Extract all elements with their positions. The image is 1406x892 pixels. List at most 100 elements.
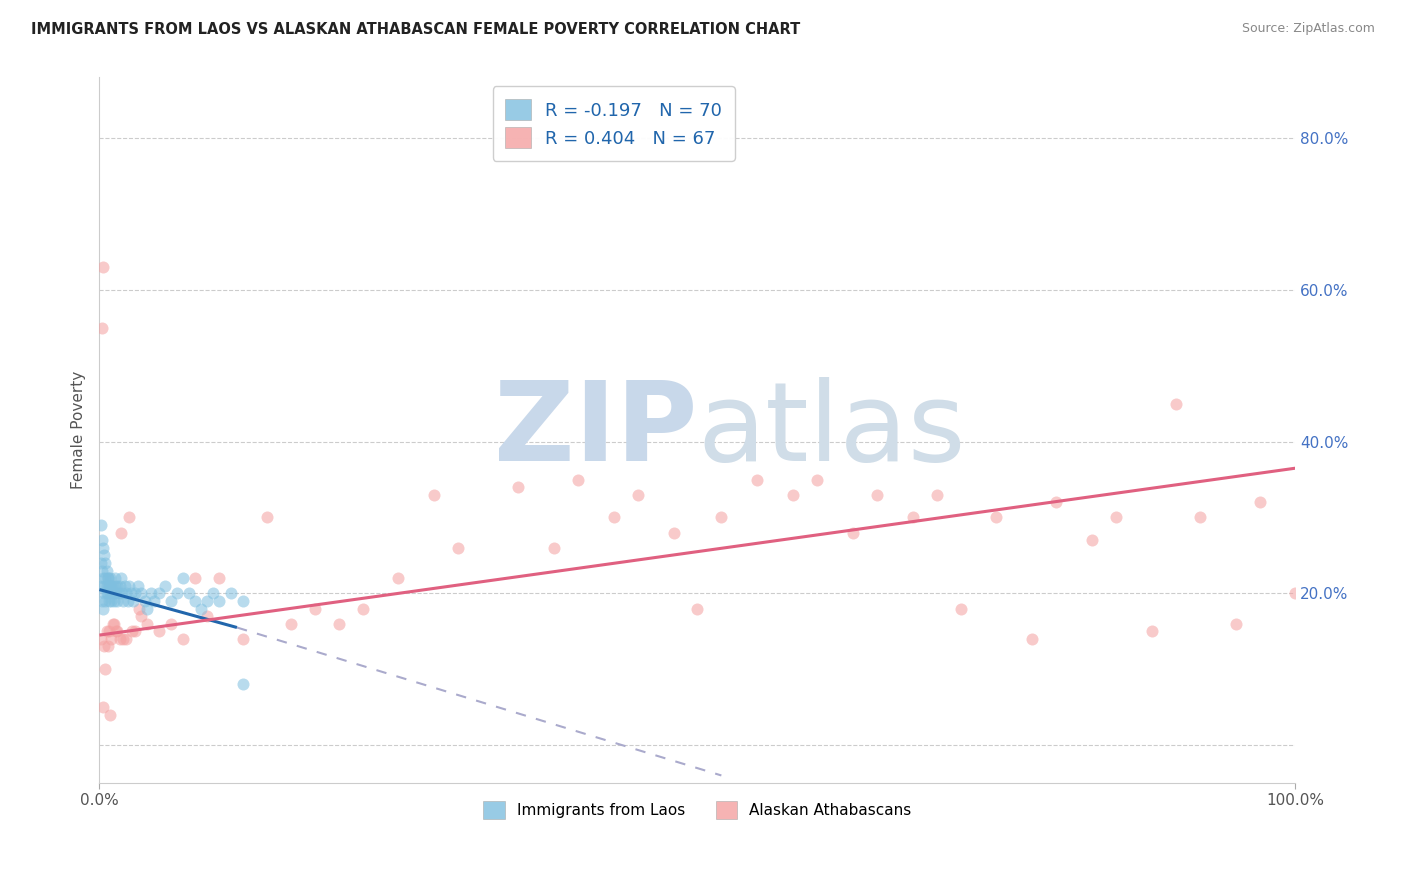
Point: [105, 579, 128, 593]
Point: [949, 601, 972, 615]
Point: [603, 510, 626, 524]
Point: [117, 594, 139, 608]
Point: [90, 321, 112, 335]
Point: [160, 594, 183, 608]
Point: [1140, 624, 1163, 639]
Point: [118, 579, 141, 593]
Point: [124, 624, 146, 639]
Point: [184, 571, 207, 585]
Point: [148, 586, 170, 600]
Point: [166, 586, 188, 600]
Point: [842, 525, 865, 540]
Point: [91, 260, 114, 274]
Point: [112, 594, 135, 608]
Point: [195, 609, 218, 624]
Point: [506, 480, 529, 494]
Point: [91, 700, 114, 714]
Point: [103, 586, 125, 600]
Point: [110, 571, 132, 585]
Point: [208, 594, 231, 608]
Point: [686, 601, 709, 615]
Point: [91, 571, 114, 585]
Point: [136, 616, 159, 631]
Point: [232, 594, 254, 608]
Y-axis label: Female Poverty: Female Poverty: [72, 371, 86, 490]
Point: [179, 586, 201, 600]
Point: [155, 579, 177, 593]
Point: [122, 594, 145, 608]
Point: [148, 624, 170, 639]
Point: [160, 616, 183, 631]
Point: [94, 556, 117, 570]
Point: [1225, 616, 1247, 631]
Point: [423, 488, 446, 502]
Point: [98, 586, 121, 600]
Point: [105, 624, 128, 639]
Point: [96, 579, 118, 593]
Point: [90, 594, 112, 608]
Point: [1164, 397, 1187, 411]
Point: [112, 632, 135, 646]
Point: [94, 662, 117, 676]
Point: [121, 624, 143, 639]
Point: [127, 579, 149, 593]
Point: [1188, 510, 1211, 524]
Point: [1105, 510, 1128, 524]
Point: [97, 586, 120, 600]
Point: [97, 571, 120, 585]
Point: [129, 586, 152, 600]
Point: [280, 616, 302, 631]
Point: [806, 473, 828, 487]
Point: [98, 571, 121, 585]
Point: [1284, 586, 1306, 600]
Point: [105, 586, 128, 600]
Point: [96, 586, 118, 600]
Point: [98, 707, 121, 722]
Point: [136, 601, 159, 615]
Point: [114, 632, 136, 646]
Point: [124, 586, 146, 600]
Point: [139, 586, 162, 600]
Point: [103, 616, 125, 631]
Point: [93, 549, 115, 563]
Point: [105, 624, 128, 639]
Point: [90, 518, 112, 533]
Point: [143, 594, 166, 608]
Point: [172, 571, 194, 585]
Point: [195, 594, 218, 608]
Point: [114, 586, 136, 600]
Point: [128, 601, 150, 615]
Point: [90, 632, 112, 646]
Point: [110, 525, 132, 540]
Text: IMMIGRANTS FROM LAOS VS ALASKAN ATHABASCAN FEMALE POVERTY CORRELATION CHART: IMMIGRANTS FROM LAOS VS ALASKAN ATHABASC…: [31, 22, 800, 37]
Point: [118, 510, 141, 524]
Point: [352, 601, 374, 615]
Point: [1045, 495, 1067, 509]
Point: [172, 632, 194, 646]
Point: [100, 594, 122, 608]
Point: [93, 640, 115, 654]
Point: [108, 579, 131, 593]
Point: [90, 579, 112, 593]
Point: [710, 510, 733, 524]
Point: [662, 525, 685, 540]
Point: [103, 594, 125, 608]
Point: [387, 571, 409, 585]
Point: [1249, 495, 1271, 509]
Point: [100, 632, 122, 646]
Point: [120, 586, 142, 600]
Point: [866, 488, 889, 502]
Point: [202, 586, 225, 600]
Text: ZIP: ZIP: [494, 376, 697, 483]
Point: [747, 473, 769, 487]
Point: [184, 594, 207, 608]
Point: [129, 609, 152, 624]
Point: [925, 488, 948, 502]
Point: [98, 594, 121, 608]
Point: [96, 624, 118, 639]
Point: [134, 594, 156, 608]
Point: [208, 571, 231, 585]
Point: [567, 473, 589, 487]
Point: [101, 579, 124, 593]
Point: [232, 632, 254, 646]
